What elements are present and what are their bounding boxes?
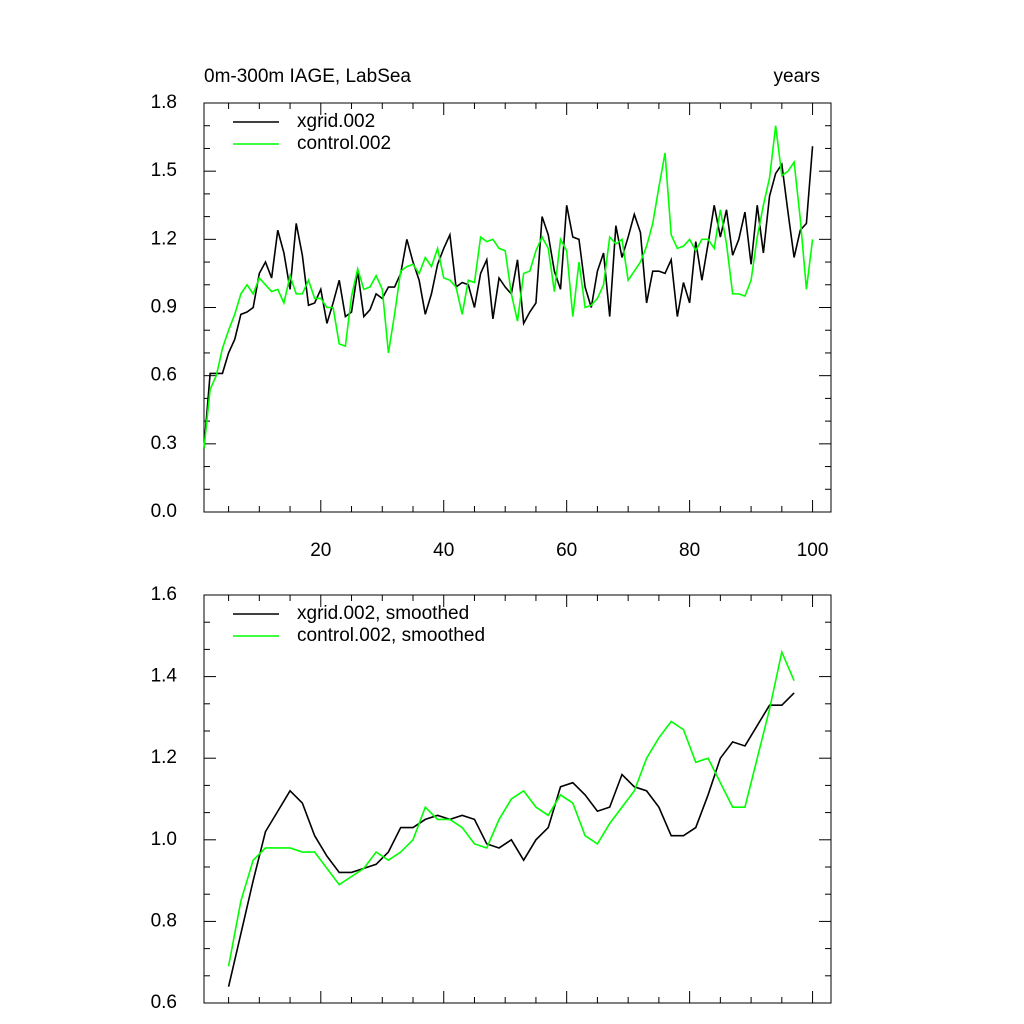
y-tick-label: 1.5 bbox=[151, 160, 177, 181]
y-tick-label: 0.0 bbox=[151, 501, 177, 522]
y-tick-label: 0.9 bbox=[151, 297, 177, 318]
legend-label: control.002 bbox=[297, 133, 391, 154]
x-axis-unit: years bbox=[774, 66, 820, 87]
legend-label: xgrid.002 bbox=[297, 111, 375, 132]
y-tick-label: 1.2 bbox=[151, 228, 177, 249]
y-tick-label: 0.3 bbox=[151, 433, 177, 454]
legend-label: control.002, smoothed bbox=[297, 625, 485, 646]
chart-title: 0m-300m IAGE, LabSea bbox=[204, 66, 411, 87]
plot-frame bbox=[203, 102, 832, 513]
x-tick-label: 100 bbox=[797, 540, 829, 561]
legend-label: xgrid.002, smoothed bbox=[297, 603, 469, 624]
y-tick-label: 1.8 bbox=[151, 92, 177, 113]
x-tick-label: 80 bbox=[679, 540, 700, 561]
y-tick-label: 1.6 bbox=[151, 584, 177, 605]
y-tick-label: 0.8 bbox=[151, 910, 177, 931]
x-tick-label: 60 bbox=[556, 540, 577, 561]
data-line bbox=[227, 692, 795, 987]
plot-frame bbox=[203, 594, 832, 1004]
y-tick-label: 0.6 bbox=[151, 365, 177, 386]
x-tick-label: 20 bbox=[310, 540, 331, 561]
y-tick-label: 1.2 bbox=[151, 747, 177, 768]
y-tick-label: 1.0 bbox=[151, 829, 177, 850]
y-tick-label: 0.6 bbox=[151, 992, 177, 1013]
x-tick-label: 40 bbox=[433, 540, 454, 561]
y-tick-label: 1.4 bbox=[151, 666, 178, 687]
data-line bbox=[203, 146, 814, 449]
data-line bbox=[203, 125, 814, 449]
data-line bbox=[227, 649, 795, 967]
